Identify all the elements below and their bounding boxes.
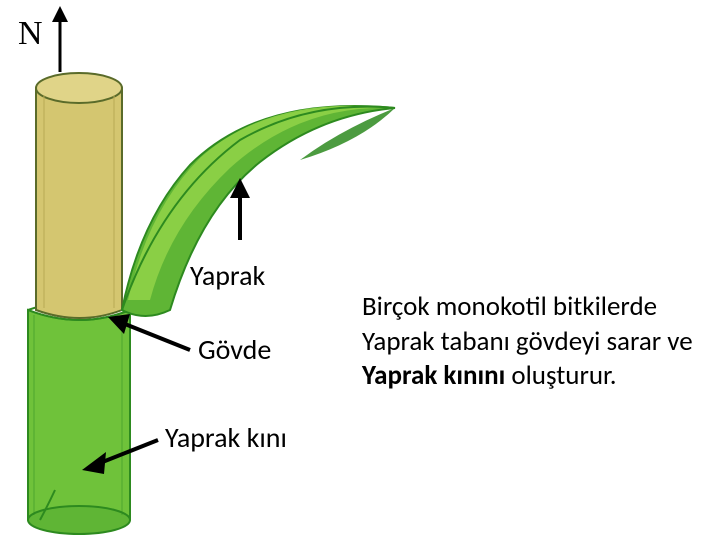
desc-bold: Yaprak kınını bbox=[362, 359, 505, 392]
north-arrow bbox=[52, 6, 68, 72]
north-label: N bbox=[18, 15, 43, 53]
desc-line2: Yaprak tabanı gövdeyi sarar ve bbox=[362, 325, 693, 358]
label-yaprak-kini: Yaprak kını bbox=[165, 420, 287, 455]
label-yaprak: Yaprak bbox=[190, 258, 265, 293]
desc-line1: Birçok monokotil bitkilerde bbox=[362, 290, 657, 323]
stem-cylinder bbox=[36, 73, 122, 318]
desc-line3: oluşturur. bbox=[505, 359, 616, 392]
label-govde: Gövde bbox=[198, 332, 271, 367]
leaf-sheath bbox=[28, 301, 130, 534]
description-text: Birçok monokotil bitkilerde Yaprak taban… bbox=[362, 290, 712, 394]
